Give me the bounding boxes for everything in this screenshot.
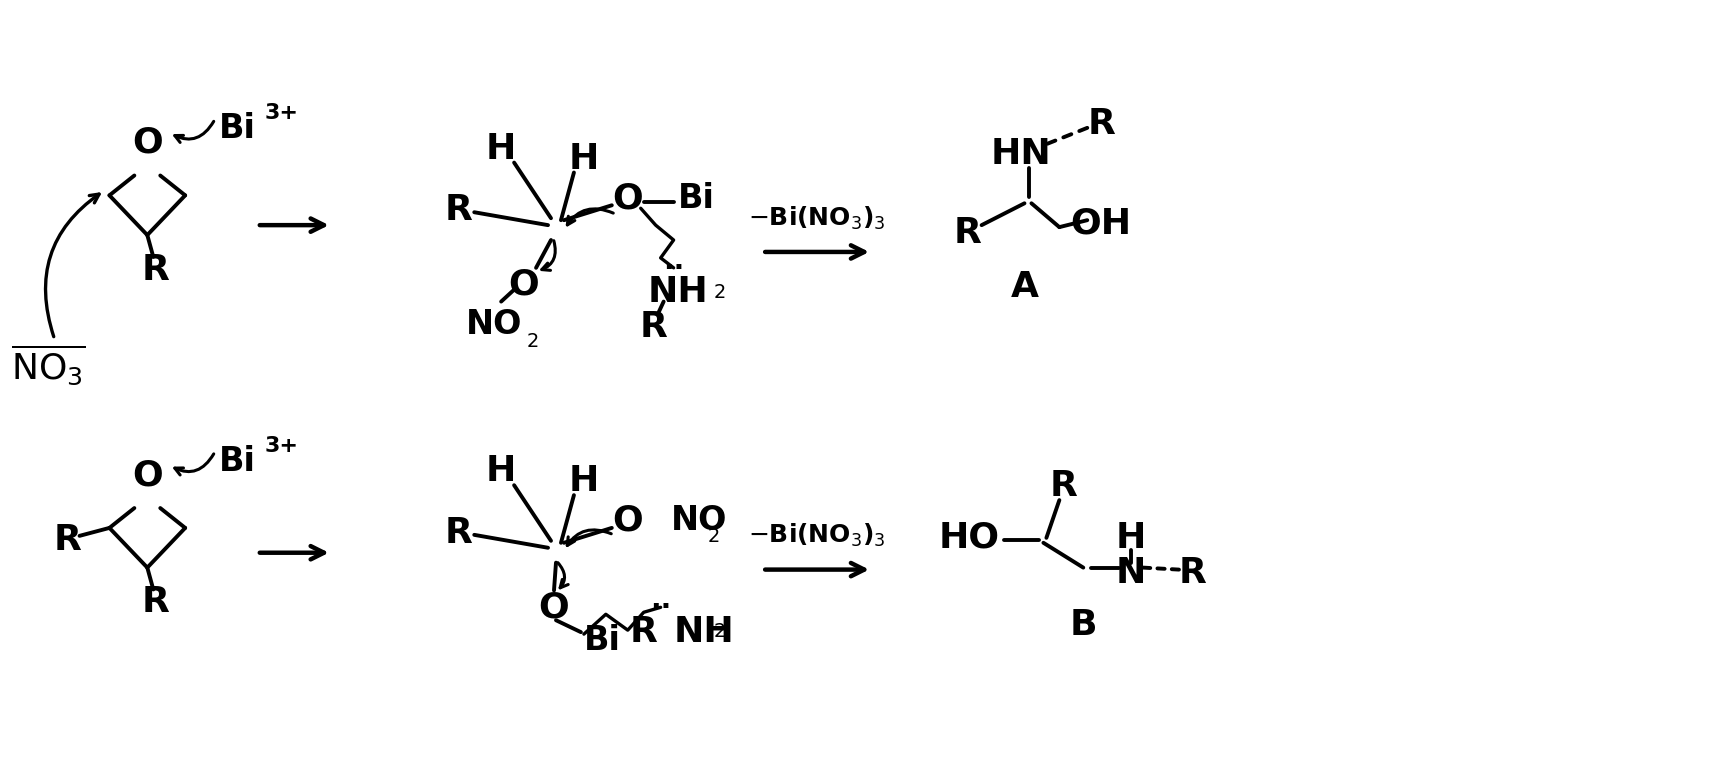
Text: 3+: 3+ bbox=[265, 436, 298, 455]
Text: N: N bbox=[1117, 556, 1146, 590]
Text: 3+: 3+ bbox=[265, 103, 298, 123]
Text: HN: HN bbox=[991, 137, 1051, 171]
Text: $-$Bi(NO$_3$)$_3$: $-$Bi(NO$_3$)$_3$ bbox=[748, 205, 886, 231]
Text: R: R bbox=[53, 523, 81, 557]
Text: O: O bbox=[539, 591, 569, 625]
Text: A: A bbox=[1010, 269, 1039, 304]
Text: $_2$: $_2$ bbox=[713, 272, 725, 301]
Text: O: O bbox=[612, 504, 643, 538]
Text: NH: NH bbox=[674, 615, 734, 649]
Text: ··: ·· bbox=[663, 254, 684, 282]
Text: H: H bbox=[1117, 521, 1146, 555]
Text: $_2$: $_2$ bbox=[708, 517, 720, 545]
Text: O: O bbox=[612, 181, 643, 216]
Text: O: O bbox=[133, 126, 162, 159]
Text: R: R bbox=[1049, 469, 1077, 503]
Text: R: R bbox=[141, 585, 169, 619]
Text: $\overline{\mathsf{NO_3}}$: $\overline{\mathsf{NO_3}}$ bbox=[10, 342, 86, 386]
Text: R: R bbox=[955, 216, 982, 250]
Text: O: O bbox=[133, 458, 162, 493]
Text: Bi: Bi bbox=[584, 624, 620, 657]
Text: B: B bbox=[1070, 608, 1098, 642]
Text: Bi: Bi bbox=[677, 182, 715, 215]
Text: H: H bbox=[569, 465, 600, 498]
Text: H: H bbox=[486, 455, 517, 488]
Text: Bi: Bi bbox=[219, 112, 257, 145]
Text: ··: ·· bbox=[650, 594, 672, 622]
Text: R: R bbox=[1179, 556, 1206, 590]
Text: $_2$: $_2$ bbox=[526, 323, 539, 351]
Text: NO: NO bbox=[465, 308, 522, 341]
Text: R: R bbox=[445, 516, 472, 550]
Text: NH: NH bbox=[648, 275, 708, 309]
Text: R: R bbox=[631, 615, 658, 649]
Text: NO: NO bbox=[670, 505, 727, 537]
Text: Bi: Bi bbox=[219, 445, 257, 478]
Text: $-$Bi(NO$_3$)$_3$: $-$Bi(NO$_3$)$_3$ bbox=[748, 522, 886, 550]
Text: OH: OH bbox=[1070, 206, 1132, 240]
Text: R: R bbox=[1087, 107, 1115, 141]
Text: O: O bbox=[508, 268, 539, 301]
Text: R: R bbox=[445, 194, 472, 227]
Text: H: H bbox=[569, 142, 600, 175]
Text: R: R bbox=[141, 253, 169, 287]
Text: R: R bbox=[639, 310, 667, 345]
Text: HO: HO bbox=[939, 521, 1001, 555]
Text: $_2$: $_2$ bbox=[713, 613, 725, 640]
Text: H: H bbox=[486, 132, 517, 165]
